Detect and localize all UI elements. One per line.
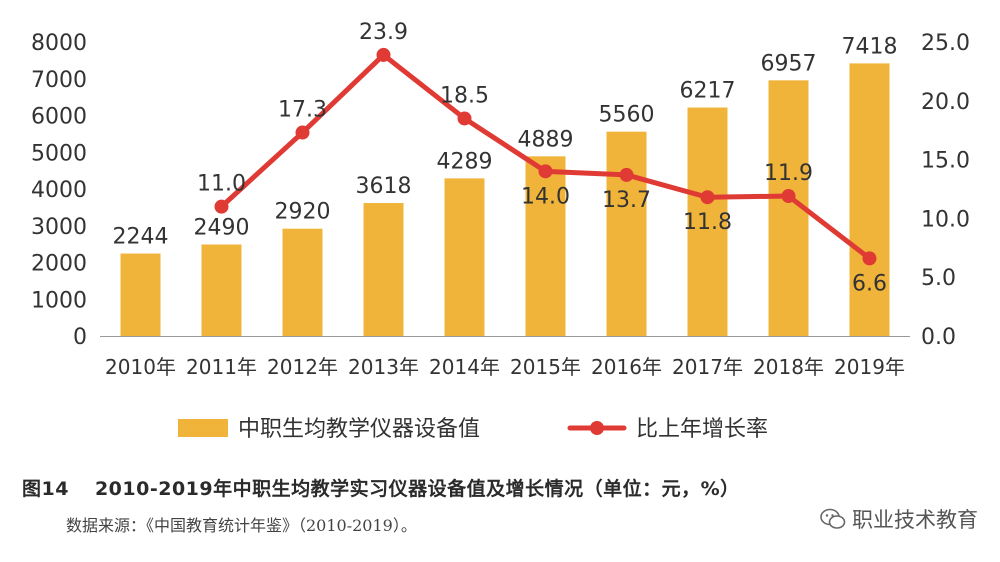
right-axis-tick-label: 20.0 xyxy=(921,90,970,115)
chart: 0 1000 2000 3000 4000 5000 6000 7000 8000 0.0 5.0… xyxy=(31,20,970,442)
bar-data-label: 6217 xyxy=(680,79,736,104)
right-axis-tick-label: 0.0 xyxy=(921,325,956,350)
line-data-label: 13.7 xyxy=(602,188,651,213)
bar xyxy=(687,107,728,336)
left-axis: 0 1000 2000 3000 4000 5000 6000 7000 8000 xyxy=(31,31,87,350)
line-data-label: 11.9 xyxy=(764,161,813,186)
line-point xyxy=(214,199,229,214)
bar-data-label: 2920 xyxy=(275,200,331,225)
line-data-labels: 11.0 17.3 23.9 18.5 14.0 13.7 11.8 11.9 6.6 xyxy=(197,20,887,296)
bar-data-label: 6957 xyxy=(761,51,817,76)
line-data-label: 6.6 xyxy=(852,271,887,296)
line-point xyxy=(376,47,391,62)
x-axis-tick-label: 2017年 xyxy=(672,355,743,379)
legend-bar-swatch xyxy=(178,419,228,437)
line-data-label: 11.0 xyxy=(197,172,246,197)
data-source: 数据来源：《中国教育统计年鉴》（2010-2019）。 xyxy=(66,516,417,535)
legend-bar-label: 中职生均教学仪器设备值 xyxy=(238,417,480,442)
x-axis-tick-label: 2019年 xyxy=(834,355,905,379)
bar xyxy=(363,203,404,336)
bar-data-label: 7418 xyxy=(842,34,898,59)
line-data-label: 18.5 xyxy=(440,83,489,108)
x-axis-tick-label: 2011年 xyxy=(186,355,257,379)
left-axis-tick-label: 7000 xyxy=(31,68,87,93)
line-point xyxy=(295,125,310,140)
legend-line-marker xyxy=(590,421,604,435)
figure-caption: 图14 2010-2019年中职生均教学实习仪器设备值及增长情况（单位：元，%） xyxy=(22,474,740,501)
left-axis-tick-label: 1000 xyxy=(31,288,87,313)
bar xyxy=(444,178,485,336)
right-axis-tick-label: 25.0 xyxy=(921,31,970,56)
bar-data-label: 5560 xyxy=(599,103,655,128)
right-axis-tick-label: 5.0 xyxy=(921,266,956,291)
line-data-label: 11.8 xyxy=(683,210,732,235)
left-axis-tick-label: 3000 xyxy=(31,215,87,240)
bar xyxy=(282,228,323,336)
x-axis-tick-label: 2010年 xyxy=(105,355,176,379)
x-axis-tick-label: 2018年 xyxy=(753,355,824,379)
watermark: 职业技术教育 xyxy=(820,504,978,534)
left-axis-tick-label: 0 xyxy=(73,325,87,350)
figure-title: 2010-2019年中职生均教学实习仪器设备值及增长情况（单位：元，%） xyxy=(94,478,740,500)
bar xyxy=(525,156,566,336)
bar-data-label: 2490 xyxy=(194,215,250,240)
bar xyxy=(849,63,890,337)
figure-number: 图14 xyxy=(22,478,69,500)
line-series xyxy=(214,47,877,266)
left-axis-tick-label: 2000 xyxy=(31,252,87,277)
line-point xyxy=(538,164,553,179)
legend-line-label: 比上年增长率 xyxy=(636,417,768,442)
line-point xyxy=(457,111,472,126)
left-axis-tick-label: 5000 xyxy=(31,141,87,166)
bar xyxy=(201,244,242,336)
left-axis-tick-label: 6000 xyxy=(31,105,87,130)
line-data-label: 17.3 xyxy=(278,98,327,123)
x-axis-tick-label: 2015年 xyxy=(510,355,581,379)
right-axis: 0.0 5.0 10.0 15.0 20.0 25.0 xyxy=(921,31,970,350)
bar-data-labels: 2244 2490 2920 3618 4289 4889 5560 6217 6957 7418 xyxy=(113,34,898,249)
wechat-icon xyxy=(820,508,846,529)
line-point xyxy=(862,251,877,266)
bar-data-label: 2244 xyxy=(113,225,169,250)
left-axis-tick-label: 8000 xyxy=(31,31,87,56)
bar-data-label: 4289 xyxy=(437,149,493,174)
bar xyxy=(606,131,647,336)
x-axis-tick-label: 2012年 xyxy=(267,355,338,379)
bar-series xyxy=(120,63,890,337)
bar-data-label: 3618 xyxy=(356,174,412,199)
line-point xyxy=(700,190,715,205)
x-axis-tick-label: 2014年 xyxy=(429,355,500,379)
line-data-label: 23.9 xyxy=(359,20,408,45)
x-axis-tick-label: 2016年 xyxy=(591,355,662,379)
left-axis-tick-label: 4000 xyxy=(31,178,87,203)
line-point xyxy=(781,189,796,204)
x-axis-tick-label: 2013年 xyxy=(348,355,419,379)
right-axis-tick-label: 10.0 xyxy=(921,207,970,232)
line-data-label: 14.0 xyxy=(521,184,570,209)
right-axis-tick-label: 15.0 xyxy=(921,149,970,174)
line-point xyxy=(619,167,634,182)
watermark-text: 职业技术教育 xyxy=(852,508,978,532)
bar-data-label: 4889 xyxy=(518,127,574,152)
bar xyxy=(120,253,161,336)
x-axis-ticks: 2010年 2011年 2012年 2013年 2014年 2015年 2016年 2017年… xyxy=(105,355,905,379)
legend: 中职生均教学仪器设备值 比上年增长率 xyxy=(178,417,768,442)
